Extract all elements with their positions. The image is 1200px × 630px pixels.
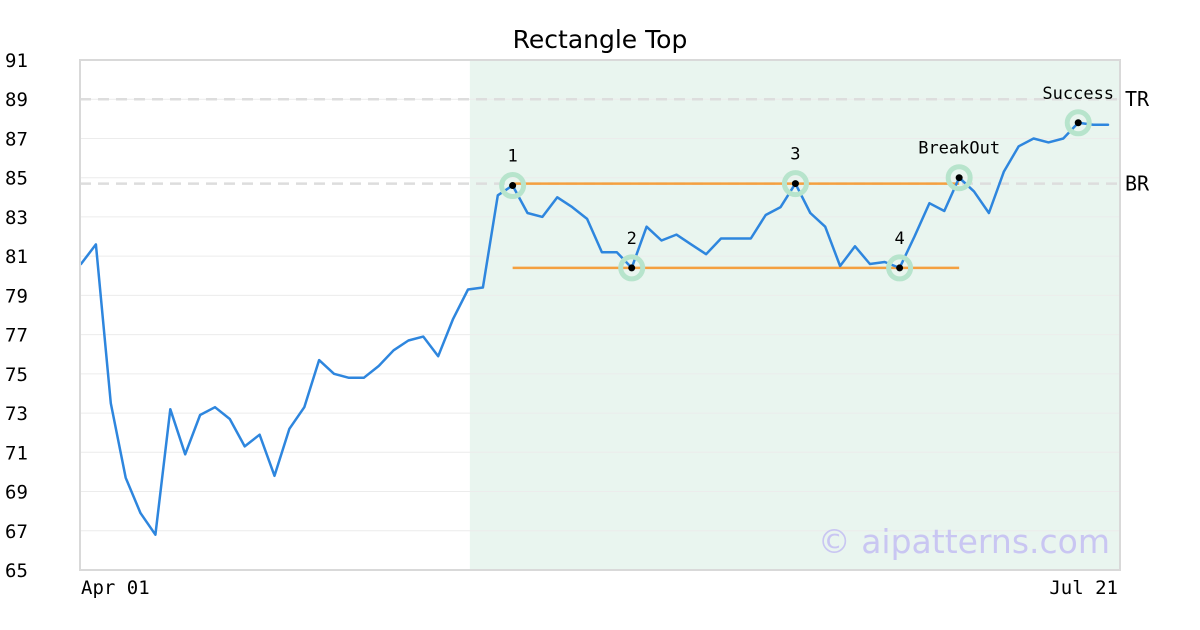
y-tick-label: 91 (5, 50, 28, 72)
highlight-region-layer (469, 60, 1120, 570)
y-tick-label: 83 (5, 207, 28, 229)
y-tick-label: 73 (5, 403, 28, 425)
marker-dot-3 (791, 180, 799, 188)
marker-dot-success (1074, 119, 1082, 127)
price-series-line (79, 121, 1110, 536)
plot-frame (79, 59, 1121, 571)
marker-ring-success (1064, 109, 1092, 137)
y-tick-label: 87 (5, 128, 28, 150)
marker-ring-1 (499, 172, 527, 200)
y-tick-label: 89 (5, 89, 28, 111)
y-tick-label: 81 (5, 246, 28, 268)
y-tick-label: 71 (5, 442, 28, 464)
chart-title: Rectangle Top (513, 25, 688, 54)
annotation-label-3: 3 (790, 145, 800, 165)
annotation-label-success: Success (1042, 84, 1114, 104)
annotation-label-breakout: BreakOut (918, 139, 1000, 159)
marker-dot-breakout (955, 174, 963, 182)
series-layer (79, 121, 1110, 536)
y-tick-label: 85 (5, 168, 28, 190)
marker-ring-2 (618, 254, 646, 282)
y-tick-label: 77 (5, 325, 28, 347)
y-tick-label: 79 (5, 285, 28, 307)
y-axis-ticks: 65 67 69 71 73 75 77 79 81 83 85 87 89 91 (5, 50, 28, 582)
annotation-label-2: 2 (627, 229, 637, 249)
marker-ring-breakout (945, 164, 973, 192)
marker-dot-4 (896, 264, 904, 272)
annotation-label-1: 1 (508, 147, 518, 167)
y-tick-label: 75 (5, 364, 28, 386)
marker-dot-1 (509, 182, 517, 190)
pattern-lines-layer (512, 182, 960, 270)
level-label-tr: TR (1125, 87, 1150, 111)
level-label-br: BR (1125, 172, 1150, 196)
y-tick-label: 67 (5, 521, 28, 543)
annotation-markers-layer: 1 2 3 4 BreakOut Success (499, 84, 1114, 282)
y-tick-label: 65 (5, 560, 28, 582)
x-tick-label-start: Apr 01 (81, 577, 150, 599)
highlight-region (469, 60, 1120, 570)
annotation-label-4: 4 (894, 229, 904, 249)
y-tick-label: 69 (5, 482, 28, 504)
marker-dot-2 (628, 264, 636, 272)
marker-ring-4 (886, 254, 914, 282)
x-tick-label-end: Jul 21 (1049, 577, 1118, 599)
watermark: © aipatterns.com (818, 522, 1110, 561)
marker-ring-3 (781, 170, 809, 198)
